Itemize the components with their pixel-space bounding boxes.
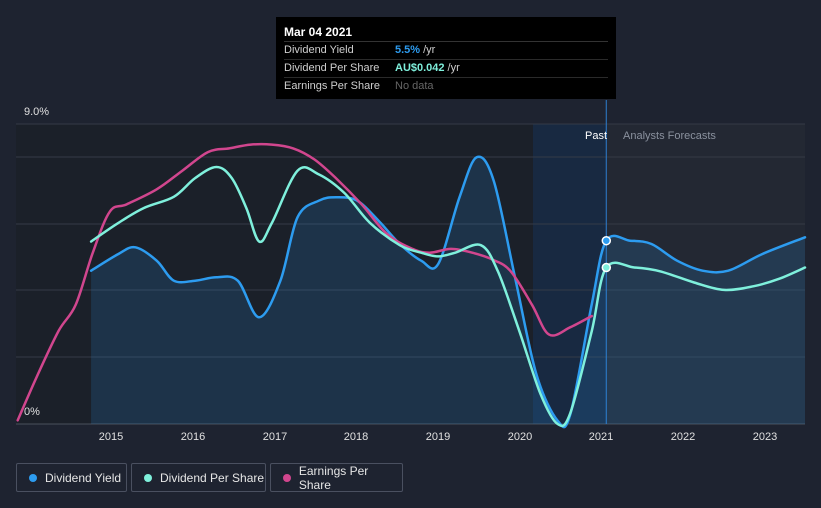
x-tick-label: 2020	[507, 431, 533, 443]
x-tick-label: 2019	[425, 431, 451, 443]
legend-earnings-per-share[interactable]: Earnings Per Share	[270, 463, 403, 492]
tooltip-unit: /yr	[447, 62, 460, 74]
y-tick-label-max: 9.0%	[24, 106, 50, 118]
x-tick-label: 2022	[670, 431, 696, 443]
dividend-per-share-line	[89, 165, 807, 428]
past-background	[16, 124, 533, 424]
legend-dot-icon	[283, 473, 291, 482]
legend-dividend-yield[interactable]: Dividend Yield	[16, 463, 127, 492]
tooltip-row-dividend-yield: Dividend Yield 5.5% /yr	[284, 42, 608, 60]
past-region-label: Past	[585, 130, 608, 142]
legend-dot-icon	[144, 473, 152, 482]
tooltip-row-earnings-per-share: Earnings Per Share No data	[284, 78, 608, 95]
legend-dividend-per-share[interactable]: Dividend Per Share	[131, 463, 266, 492]
y-tick-label-min: 0%	[24, 406, 40, 418]
x-tick-label: 2018	[343, 431, 369, 443]
highlight-band	[533, 124, 607, 424]
tooltip-label: Dividend Per Share	[284, 62, 380, 74]
dividend-yield-line	[89, 155, 807, 429]
tooltip-value: 5.5%	[395, 44, 421, 56]
x-tick-label: 2023	[752, 431, 778, 443]
x-tick-label: 2021	[588, 431, 614, 443]
tooltip-date: Mar 04 2021	[284, 23, 608, 42]
legend-label: Dividend Per Share	[160, 470, 265, 485]
forecast-region-label: Analysts Forecasts	[623, 130, 716, 142]
legend-label: Dividend Yield	[45, 470, 122, 485]
tooltip-row-dividend-per-share: Dividend Per Share AU$0.042 /yr	[284, 60, 608, 78]
x-tick-label: 2017	[262, 431, 288, 443]
tooltip-unit: /yr	[423, 44, 436, 56]
dividend-yield-area	[91, 156, 806, 428]
legend-label: Earnings Per Share	[298, 463, 369, 492]
hover-tooltip: Mar 04 2021 Dividend Yield 5.5% /yr Divi…	[276, 17, 616, 99]
tooltip-label: Earnings Per Share	[284, 80, 380, 92]
x-tick-label: 2016	[180, 431, 206, 443]
earnings-per-share-line	[16, 142, 594, 422]
legend-dot-icon	[29, 473, 37, 482]
tooltip-label: Dividend Yield	[284, 44, 354, 56]
forecast-background	[606, 124, 805, 424]
tooltip-value: AU$0.042	[395, 62, 445, 74]
dividend-per-share-hover-marker	[601, 262, 612, 273]
x-tick-label: 2015	[98, 431, 124, 443]
dividend-yield-hover-marker	[601, 235, 612, 246]
tooltip-value: No data	[395, 80, 434, 92]
